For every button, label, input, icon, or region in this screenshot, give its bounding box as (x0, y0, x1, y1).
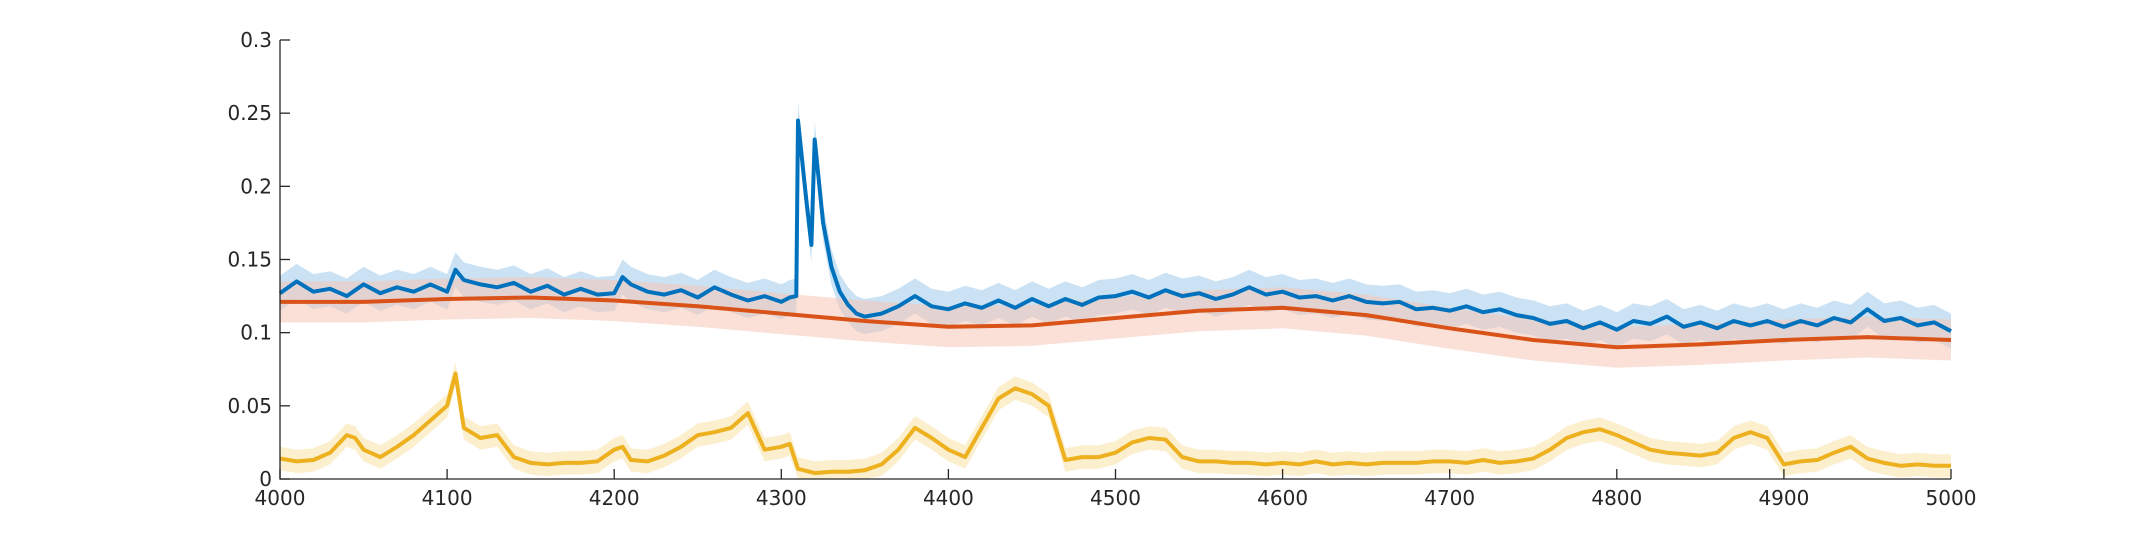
x-axis-ticks: 4000 4100 4200 4300 4400 4500 4600 4700 4800 4900… (255, 469, 1977, 510)
y-tick-label: 0.15 (227, 248, 272, 272)
x-tick-label: 4200 (589, 486, 640, 510)
x-tick-label: 5000 (1926, 486, 1977, 510)
series-lines (278, 118, 1952, 476)
x-tick-label: 4300 (756, 486, 807, 510)
axes (279, 40, 1951, 480)
x-tick-label: 4600 (1257, 486, 1308, 510)
y-tick-label: 0.25 (227, 101, 272, 125)
y-axis-ticks: 0 0.05 0.1 0.15 0.2 0.25 0.3 (227, 28, 290, 491)
confidence-bands (280, 102, 1951, 479)
series-2-line (280, 295, 1952, 350)
x-tick-label: 4900 (1758, 486, 1809, 510)
y-tick-label: 0.2 (240, 174, 272, 198)
x-tick-label: 4400 (923, 486, 974, 510)
series-3-band (280, 361, 1951, 479)
y-tick-label: 0.05 (227, 394, 272, 418)
series-3-line (279, 371, 1951, 476)
x-tick-label: 4000 (255, 486, 306, 510)
axis-frame (279, 40, 1951, 480)
x-tick-label: 4100 (422, 486, 473, 510)
y-tick-label: 0.1 (240, 321, 272, 345)
y-tick-label: 0 (259, 467, 272, 491)
x-tick-label: 4800 (1591, 486, 1642, 510)
y-tick-label: 0.3 (240, 28, 272, 52)
series-1-line (278, 118, 1952, 333)
series-2-band (280, 277, 1951, 368)
x-tick-label: 4500 (1090, 486, 1141, 510)
x-tick-label: 4700 (1424, 486, 1475, 510)
